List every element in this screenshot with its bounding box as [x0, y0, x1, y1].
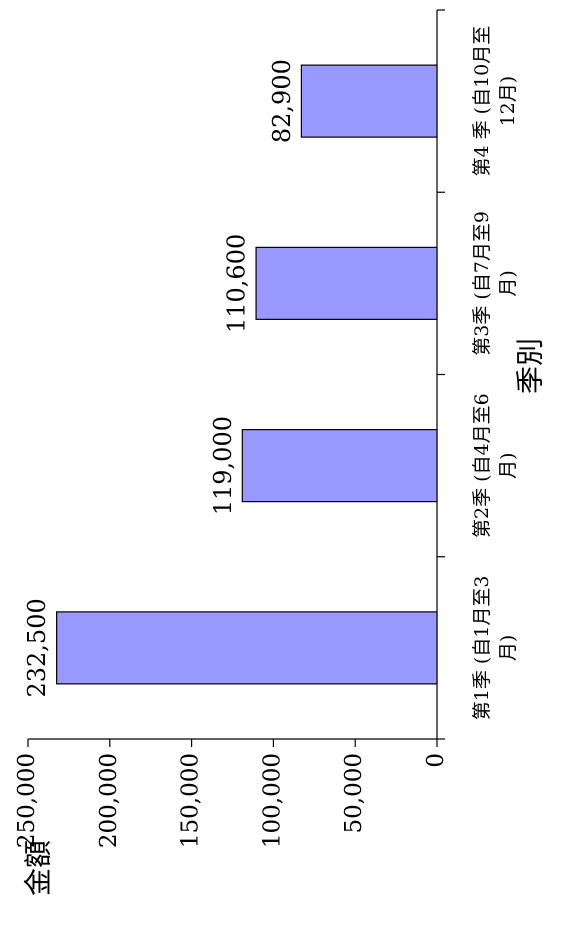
category-label: 第4 季 (自10月至 [471, 26, 493, 177]
y-axis-title: 金額 [22, 840, 55, 896]
category-label: 月) [497, 270, 519, 296]
value-tick-label: 0 [423, 753, 449, 768]
category-label: 12月) [497, 76, 519, 127]
bar [56, 611, 438, 685]
category-label: 第2季 (自4月至6 [471, 393, 493, 538]
x-axis-title: 季別 [514, 338, 547, 394]
category-label: 第3季 (自7月至9 [471, 211, 493, 356]
data-label: 232,500 [23, 598, 51, 697]
value-tick-label: 100,000 [259, 753, 285, 848]
bar [241, 429, 438, 503]
bar [255, 246, 438, 320]
chart-labels: 0 50,000 100,000 150,000 200,000 250,000 232,5… [14, 26, 547, 896]
value-tick-label: 200,000 [96, 753, 122, 848]
value-tick-label: 50,000 [341, 753, 367, 833]
data-label: 110,600 [223, 234, 251, 333]
value-tick-label: 250,000 [14, 753, 40, 848]
data-label: 119,000 [209, 416, 237, 515]
category-label: 第1季 (自1月至3 [471, 576, 493, 721]
category-label: 月) [497, 635, 519, 661]
chart-bars [56, 64, 438, 685]
value-tick-label: 150,000 [178, 753, 204, 848]
category-label: 月) [497, 452, 519, 478]
bar [300, 64, 438, 138]
data-label: 82,900 [268, 59, 296, 143]
